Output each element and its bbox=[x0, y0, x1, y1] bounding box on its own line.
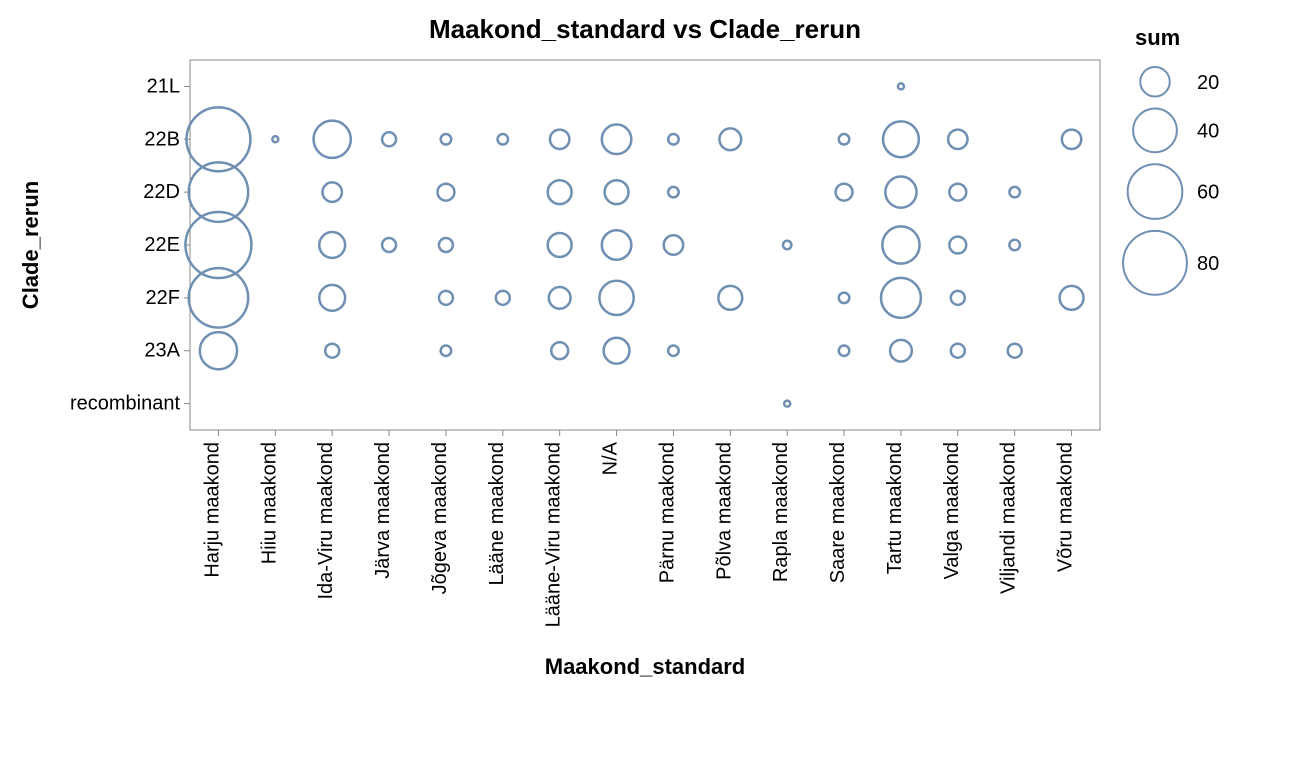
legend-label: 80 bbox=[1197, 253, 1219, 275]
bubble: 14 bbox=[605, 180, 629, 204]
y-tick-label: 21L bbox=[147, 75, 180, 97]
x-tick-label: Tartu maakond bbox=[884, 442, 906, 574]
plot-area-border bbox=[190, 60, 1100, 430]
bubble: 8 bbox=[949, 237, 966, 254]
bubble: 4 bbox=[441, 345, 452, 356]
bubble: 6 bbox=[439, 238, 453, 252]
bubble: 4 bbox=[839, 134, 850, 145]
y-axis-title: Clade_rerun bbox=[18, 181, 43, 309]
bubble: 10 bbox=[664, 235, 683, 254]
bubble: 10 bbox=[948, 130, 967, 149]
bubble: 22 bbox=[885, 177, 916, 208]
y-tick-label: 22D bbox=[143, 181, 180, 203]
bubble: 30 bbox=[200, 332, 237, 369]
legend-circle bbox=[1133, 109, 1177, 153]
bubble: 6 bbox=[382, 132, 396, 146]
bubble: 2 bbox=[898, 83, 904, 89]
legend: sum 20 40 60 80 bbox=[1123, 25, 1219, 295]
bubble: 6 bbox=[325, 344, 339, 358]
bubble: 6 bbox=[1008, 344, 1022, 358]
x-tick-label: Pärnu maakond bbox=[656, 442, 678, 583]
bubble: 4 bbox=[839, 345, 850, 356]
bubble: 6 bbox=[496, 291, 510, 305]
bubble: 6 bbox=[439, 291, 453, 305]
chart-container: Maakond_standard vs Clade_rerun 21L 22B 22D… bbox=[0, 0, 1294, 780]
x-tick-label: Lääne-Viru maakond bbox=[543, 442, 565, 627]
bubble: 4 bbox=[441, 134, 452, 145]
bubble: 6 bbox=[382, 238, 396, 252]
bubble: 8 bbox=[949, 184, 966, 201]
bubble: 16 bbox=[319, 285, 345, 311]
bubble: 30 bbox=[314, 121, 351, 158]
bubble: 8 bbox=[551, 342, 568, 359]
legend-label: 40 bbox=[1197, 120, 1219, 142]
bubble: 12 bbox=[890, 340, 912, 362]
bubble: 4 bbox=[839, 293, 850, 304]
chart-title: Maakond_standard vs Clade_rerun bbox=[429, 14, 861, 44]
x-tick-label: Ida-Viru maakond bbox=[315, 442, 337, 600]
x-tick-label: Rapla maakond bbox=[770, 442, 792, 582]
x-tick-label: Lääne maakond bbox=[486, 442, 508, 585]
y-tick-label: 22B bbox=[144, 128, 180, 150]
bubble: 12 bbox=[719, 128, 741, 150]
bubble: 6 bbox=[951, 344, 965, 358]
legend-circle bbox=[1140, 67, 1170, 97]
bubble: 30 bbox=[882, 226, 919, 263]
x-axis-title: Maakond_standard bbox=[545, 654, 746, 679]
x-tick-label: Jõgeva maakond bbox=[429, 442, 451, 594]
x-tick-label: Hiiu maakond bbox=[258, 442, 280, 564]
bubble: 4 bbox=[1009, 240, 1020, 251]
y-tick-label: 22E bbox=[144, 234, 180, 256]
y-tick-label: 22F bbox=[146, 287, 180, 309]
bubble: 4 bbox=[668, 187, 679, 198]
bubble: 20 bbox=[602, 125, 632, 155]
bubble: 16 bbox=[319, 232, 345, 258]
x-tick-label: Valga maakond bbox=[941, 442, 963, 580]
bubble: 10 bbox=[550, 130, 569, 149]
bubble: 14 bbox=[548, 233, 572, 257]
legend-label: 60 bbox=[1197, 182, 1219, 204]
legend-circle bbox=[1123, 231, 1187, 295]
y-tick-label: recombinant bbox=[70, 393, 181, 415]
bubble: 16 bbox=[604, 338, 630, 364]
bubble: 8 bbox=[836, 184, 853, 201]
x-tick-label: Harju maakond bbox=[201, 442, 223, 578]
bubble: 6 bbox=[951, 291, 965, 305]
bubble: 26 bbox=[599, 281, 633, 315]
bubble: 28 bbox=[883, 121, 919, 157]
bubble: 4 bbox=[498, 134, 509, 145]
bubble: 14 bbox=[548, 180, 572, 204]
bubble-chart-svg: Maakond_standard vs Clade_rerun 21L 22B 22D… bbox=[0, 0, 1294, 780]
bubble: 20 bbox=[602, 230, 632, 260]
bubble: 4 bbox=[668, 134, 679, 145]
bubble: 2 bbox=[784, 401, 790, 407]
bubble: 8 bbox=[438, 184, 455, 201]
bubble: 12 bbox=[549, 287, 571, 309]
bubble: 10 bbox=[1062, 130, 1081, 149]
bubble: 34 bbox=[881, 278, 921, 318]
x-tick-label: Järva maakond bbox=[372, 442, 394, 579]
legend-circle bbox=[1128, 164, 1183, 219]
bubble: 10 bbox=[322, 182, 341, 201]
x-tick-label: Viljandi maakond bbox=[998, 442, 1020, 594]
legend-title: sum bbox=[1135, 25, 1180, 50]
legend-label: 20 bbox=[1197, 72, 1219, 94]
x-tick-label: N/A bbox=[600, 441, 622, 475]
x-tick-label: Saare maakond bbox=[827, 442, 849, 583]
x-tick-label: Põlva maakond bbox=[713, 442, 735, 580]
bubble: 4 bbox=[668, 345, 679, 356]
bubble: 2 bbox=[272, 136, 278, 142]
bubble: 3 bbox=[783, 241, 791, 249]
y-tick-label: 23A bbox=[144, 340, 180, 362]
bubble: 4 bbox=[1009, 187, 1020, 198]
x-tick-label: Võru maakond bbox=[1055, 442, 1077, 572]
bubble: 14 bbox=[1060, 286, 1084, 310]
bubble: 14 bbox=[718, 286, 742, 310]
